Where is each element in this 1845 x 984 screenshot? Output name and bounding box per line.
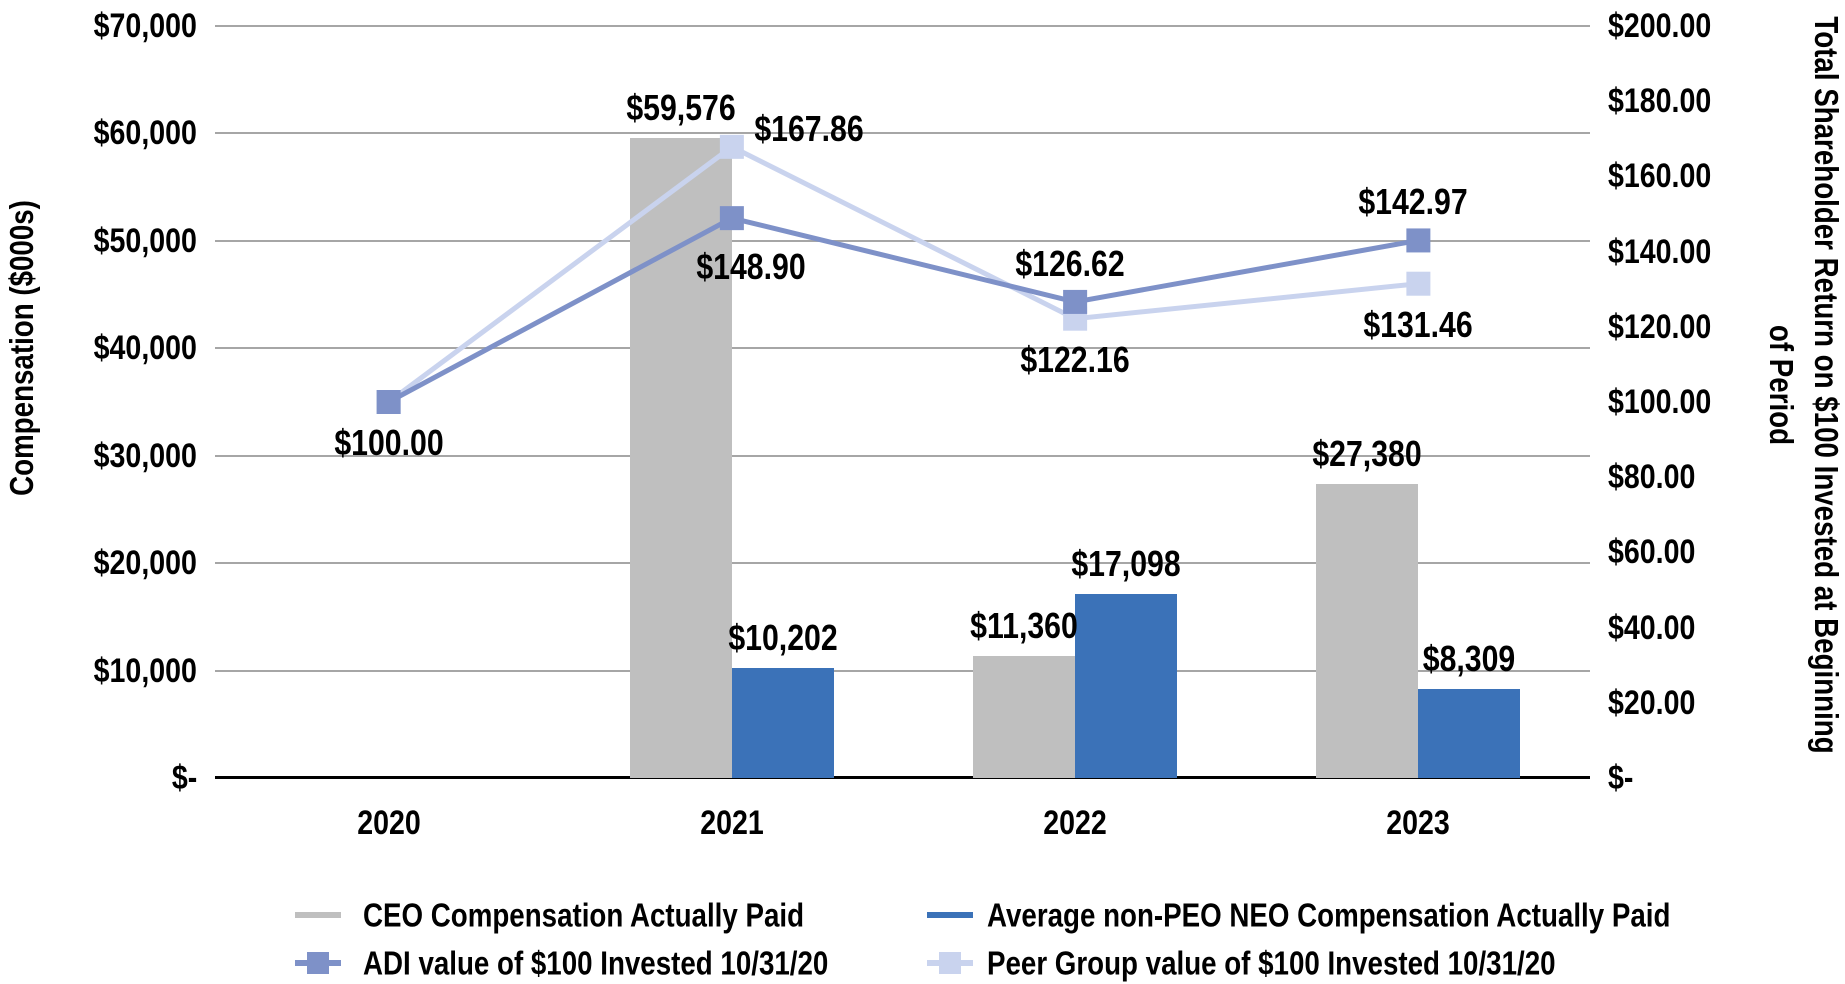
marker-adi-2020 [376,390,401,414]
gridline-20000 [215,562,1590,565]
legend-swatch-dash-1 [927,912,973,918]
bar-neo-2022 [1075,594,1178,778]
right-axis-title-line1: Total Shareholder Return on $100 Investe… [1808,16,1845,754]
marker-adi-2023 [1406,228,1431,253]
left-tick-$40,000: $40,000 [93,329,197,368]
line-adi [387,215,1419,405]
left-tick-$60,000: $60,000 [93,114,197,153]
legend-swatch-marker-2 [307,952,329,974]
x-tick-2021: 2021 [700,804,764,842]
line-label-adi-2020: $100.00 [333,422,444,463]
left-tick-$20,000: $20,000 [93,544,197,583]
left-tick-$50,000: $50,000 [93,221,197,260]
marker-peer-group-2023 [1406,271,1431,296]
left-tick-$30,000: $30,000 [93,436,197,475]
bar-label-neo-2023: $8,309 [1423,637,1516,679]
right-axis-title: Total Shareholder Return on $100 Investe… [1759,0,1845,771]
bar-label-neo-2021: $10,202 [728,617,838,659]
bar-label-ceo-2021: $59,576 [626,86,736,128]
bar-neo-2023 [1418,688,1521,778]
left-tick-$-: $- [171,759,197,797]
right-tick-$200.00: $200.00 [1608,7,1712,45]
marker-adi-2022 [1063,289,1088,314]
bar-label-neo-2022: $17,098 [1071,543,1181,585]
gridline-30000 [215,454,1590,457]
right-tick-$180.00: $180.00 [1608,82,1712,121]
legend-label-1: Average non-PEO NEO Compensation Actuall… [987,896,1671,934]
right-tick-$100.00: $100.00 [1608,383,1712,421]
bar-ceo-2023 [1316,483,1419,778]
right-tick-$140.00: $140.00 [1608,232,1712,271]
legend-swatch-dash-0 [295,912,341,918]
marker-adi-2021 [719,206,744,231]
line-label-adi-2023: $142.97 [1358,181,1469,223]
bar-ceo-2022 [973,655,1076,778]
legend-swatch-marker-3 [939,952,961,974]
line-peer-group [387,143,1419,405]
line-label-adi-2022: $126.62 [1015,242,1125,284]
right-tick-$40.00: $40.00 [1608,608,1696,647]
bar-label-ceo-2023: $27,380 [1312,432,1423,474]
gridline-70000 [215,25,1590,27]
x-tick-2023: 2023 [1386,804,1451,842]
left-tick-$70,000: $70,000 [93,7,197,45]
right-tick-$60.00: $60.00 [1608,533,1696,572]
bar-neo-2021 [731,668,834,778]
line-label-peer-group-2022: $122.16 [1020,338,1130,380]
legend-label-2: ADI value of $100 Invested 10/31/20 [363,944,829,982]
line-label-peer-group-2023: $131.46 [1363,303,1474,345]
x-tick-2022: 2022 [1043,804,1107,842]
right-axis-title-line2: of Period [1763,324,1800,446]
right-tick-$80.00: $80.00 [1608,458,1696,497]
right-tick-$120.00: $120.00 [1608,307,1712,346]
left-tick-$10,000: $10,000 [93,651,197,690]
gridline-60000 [215,132,1590,135]
right-tick-$20.00: $20.00 [1608,683,1696,722]
line-label-peer-group-2021: $167.86 [754,107,864,149]
right-tick-$160.00: $160.00 [1608,157,1712,196]
right-tick-$-: $- [1608,759,1634,797]
left-axis-title: Compensation ($000s) [3,200,40,496]
bar-label-ceo-2022: $11,360 [970,604,1078,646]
gridline-40000 [215,347,1590,350]
marker-peer-group-2021 [719,134,744,159]
gridline-50000 [215,239,1590,242]
x-tick-2020: 2020 [356,804,421,842]
gridline-10000 [215,669,1590,672]
legend-label-3: Peer Group value of $100 Invested 10/31/… [987,944,1556,982]
legend-label-0: CEO Compensation Actually Paid [363,896,805,934]
x-axis-line [215,776,1590,779]
line-label-adi-2021: $148.90 [696,246,806,288]
